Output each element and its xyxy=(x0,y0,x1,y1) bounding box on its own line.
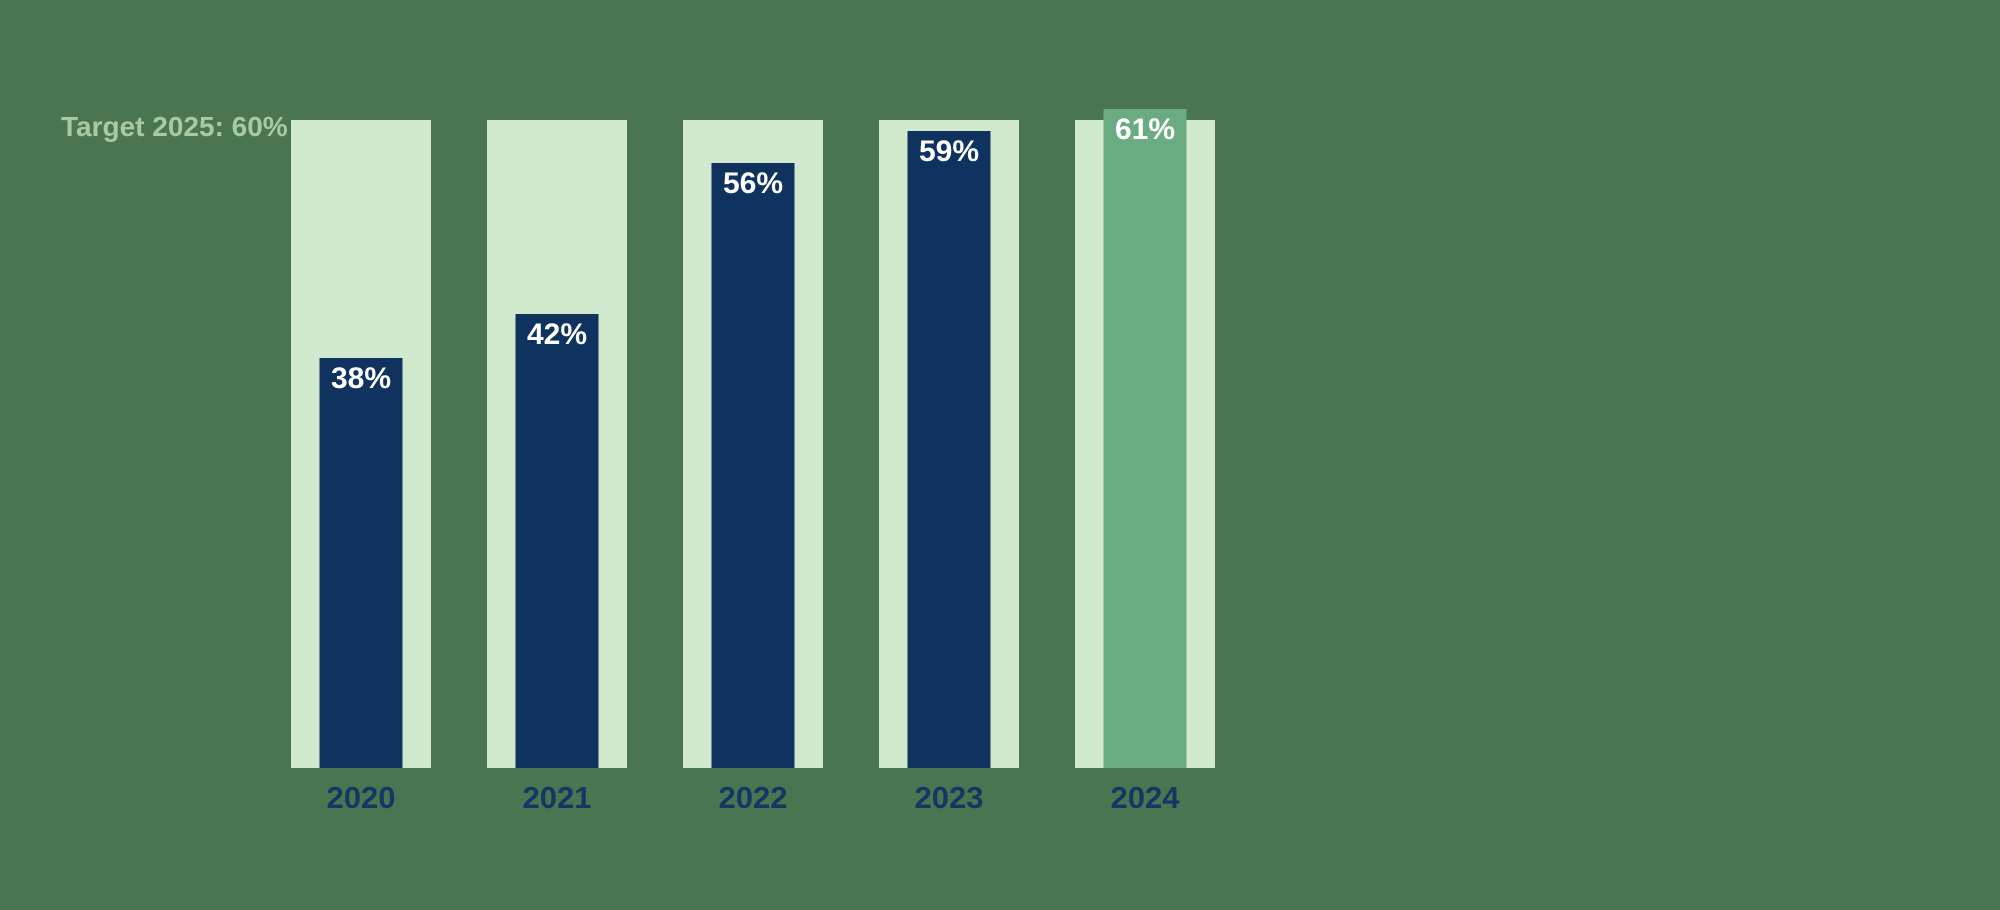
year-label: 2020 xyxy=(326,780,396,815)
bar-group-2020: 38% 2020 xyxy=(291,120,431,815)
value-bar-2021: 42% xyxy=(515,314,599,768)
bar-group-2023: 59% 2023 xyxy=(879,120,1019,815)
year-label: 2023 xyxy=(914,780,984,815)
value-bar-2022: 56% xyxy=(711,163,795,768)
target-label: Target 2025: 60% xyxy=(61,111,288,142)
bar-group-2021: 42% 2021 xyxy=(487,120,627,815)
value-label: 42% xyxy=(526,318,588,351)
value-label: 38% xyxy=(330,362,392,395)
year-label: 2022 xyxy=(718,780,788,815)
bar-group-2024: 61% 2024 xyxy=(1075,109,1215,815)
value-label: 61% xyxy=(1114,113,1176,146)
bar-group-2022: 56% 2022 xyxy=(683,120,823,815)
value-label: 56% xyxy=(722,167,784,200)
value-label: 59% xyxy=(918,135,980,168)
year-label: 2021 xyxy=(522,780,592,815)
value-bar-2023: 59% xyxy=(907,131,991,768)
value-bar-2024: 61% xyxy=(1103,109,1187,768)
year-label: 2024 xyxy=(1110,780,1180,815)
value-bar-2020: 38% xyxy=(319,358,403,768)
